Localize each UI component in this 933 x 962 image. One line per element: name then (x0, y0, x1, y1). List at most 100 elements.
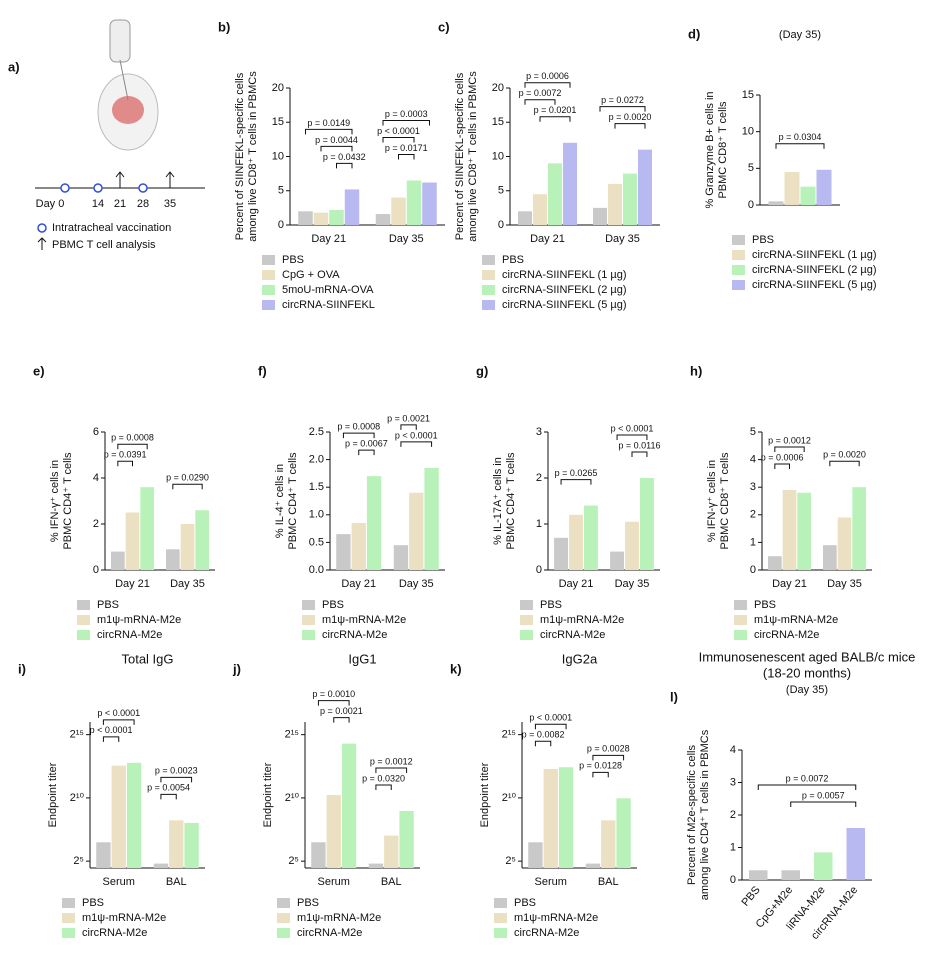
legend-label: circRNA-SIINFEKL (282, 299, 375, 311)
legend-label: m1ψ-mRNA-M2e (540, 614, 624, 626)
p-value: p = 0.0044 (315, 135, 358, 145)
bar (816, 169, 832, 205)
legend-label: m1ψ-mRNA-M2e (754, 614, 838, 626)
bar (846, 828, 865, 880)
bar (563, 142, 577, 225)
y-tick-label: 2 (536, 472, 542, 484)
legend-label: circRNA-SIINFEKL (5 µg) (752, 279, 877, 291)
significance-bracket (539, 116, 571, 122)
legend-label: PBS (540, 599, 562, 611)
chart-panel: b) Percent of SIINFEKL-specific cells amon… (218, 19, 445, 311)
bar (329, 209, 344, 225)
legend-label: circRNA-SIINFEKL (2 µg) (502, 284, 627, 296)
bar (558, 767, 574, 868)
legend-label: circRNA-M2e (297, 927, 362, 939)
chart-title: IgG1 (348, 651, 376, 666)
p-value: p = 0.0116 (618, 440, 660, 450)
panel-label: i) (18, 661, 26, 676)
x-tick-label: Day 35 (615, 578, 650, 590)
p-value: p = 0.0072 (786, 773, 829, 783)
significance-bracket (342, 432, 375, 439)
bar (368, 863, 384, 868)
significance-bracket (524, 99, 556, 105)
significance-bracket (160, 793, 177, 800)
bar (111, 765, 126, 868)
legend-swatch (62, 928, 75, 938)
bar (422, 182, 437, 225)
vaccination-marker (60, 183, 70, 193)
legend-label: PBS (322, 599, 344, 611)
legend-label: PBMC T cell analysis (52, 239, 156, 251)
bar (623, 173, 637, 225)
y-axis-label: Percent of M2e-specific cells (686, 745, 698, 885)
legend-label: circRNA-SIINFEKL (1 µg) (502, 269, 627, 281)
chart-panel: f) % IL-4⁺ cells in PBMC CD4⁺ T cells 0.0 0.… (258, 363, 445, 641)
significance-bracket (614, 123, 646, 129)
bar (749, 870, 768, 880)
y-tick-label: 15 (492, 116, 504, 128)
significance-bracket (774, 446, 805, 452)
mouse-icon (97, 19, 159, 151)
bar (616, 798, 631, 868)
p-value: p = 0.0391 (104, 450, 147, 460)
bar (638, 149, 652, 225)
bar (639, 478, 654, 570)
timeline-label: Day 0 (36, 198, 65, 210)
legend-swatch (302, 630, 315, 640)
y-tick-label: 0.0 (309, 564, 324, 576)
y-axis-label: among live CD8⁺ T cells in PBMCs (247, 71, 259, 242)
x-tick-label: BAL (166, 876, 187, 888)
x-tick-label: BAL (381, 876, 402, 888)
y-tick-label: 0 (750, 564, 756, 576)
significance-bracket (534, 723, 567, 730)
y-axis-label: PBMC CD8⁺ T cells (717, 101, 729, 199)
bar (424, 467, 439, 570)
y-axis-label: PBMC CD4⁺ T cells (62, 452, 74, 550)
y-tick-label: 2.5 (309, 426, 324, 438)
y-tick-label: 6 (93, 426, 99, 438)
bar (125, 512, 140, 570)
x-tick-label: Day 21 (115, 578, 150, 590)
legend-label: PBS (752, 234, 774, 246)
significance-bracket (382, 119, 430, 126)
legend-swatch (302, 615, 315, 625)
bar (554, 537, 569, 570)
p-value: p = 0.0290 (166, 473, 209, 483)
bar (409, 492, 424, 570)
bar (341, 743, 357, 868)
x-tick-label: Day 21 (530, 233, 565, 245)
panel-label: h) (690, 363, 702, 378)
p-value: p = 0.0008 (111, 433, 154, 443)
panel-label: f) (258, 363, 267, 378)
y-tick-label: 10 (742, 126, 754, 138)
p-value: p = 0.0006 (526, 71, 569, 81)
legend-swatch (262, 285, 275, 295)
p-value: p = 0.0020 (823, 450, 866, 460)
bar (184, 822, 199, 868)
bar (351, 523, 366, 570)
bar (800, 186, 816, 205)
bar (336, 534, 351, 570)
bar (111, 551, 125, 570)
p-value: p = 0.0021 (387, 413, 430, 423)
p-value: p = 0.0171 (385, 143, 428, 153)
timeline-label: 21 (114, 198, 126, 210)
y-tick-label: 3 (750, 481, 756, 493)
y-tick-label: 15 (742, 89, 754, 101)
legend-swatch (732, 265, 745, 275)
panel-label: j) (232, 661, 241, 676)
y-tick-label: 1 (730, 841, 736, 853)
y-tick-label: 1 (750, 536, 756, 548)
y-tick-label: 20 (272, 82, 284, 94)
significance-bracket (375, 767, 408, 773)
y-tick-label: 0 (536, 564, 542, 576)
legend-swatch (302, 600, 315, 610)
y-tick-label: 2¹⁵ (502, 729, 516, 741)
x-tick-label: Day 21 (341, 578, 376, 590)
legend-swatch (77, 630, 90, 640)
legend-label: circRNA-M2e (540, 629, 605, 641)
y-axis-label: PBMC CD4⁺ T cells (287, 452, 299, 550)
legend-swatch (734, 615, 747, 625)
panel-label: k) (450, 661, 462, 676)
